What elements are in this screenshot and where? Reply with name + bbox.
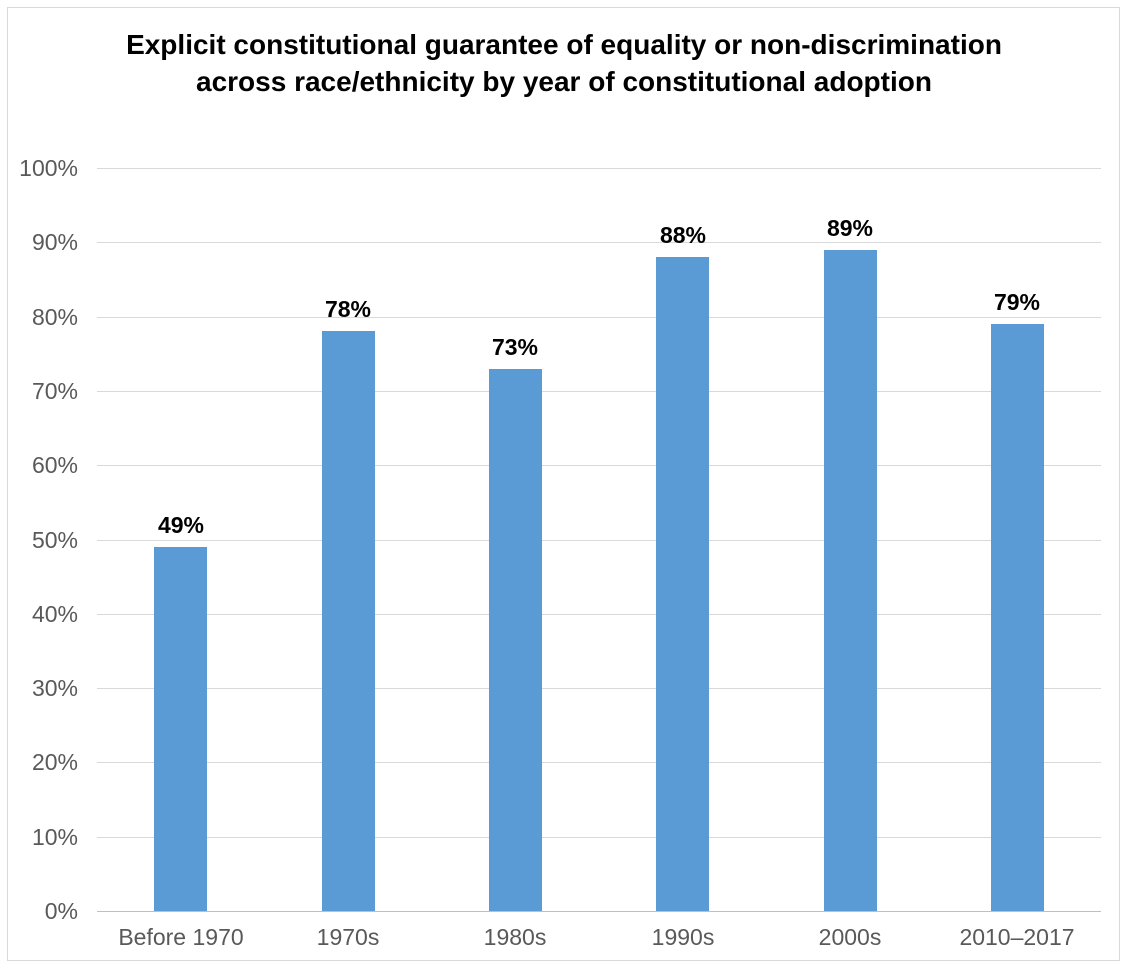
bar-1990s (656, 257, 709, 911)
x-tick-label: 1990s (651, 924, 715, 950)
gridline (97, 465, 1101, 466)
x-tick-label: Before 1970 (118, 924, 244, 950)
y-tick-label: 20% (31, 749, 78, 775)
x-axis-line (97, 911, 1101, 912)
bar-data-label: 88% (659, 222, 707, 248)
bar-data-label: 73% (491, 334, 539, 360)
x-tick-label: 2010–2017 (959, 924, 1075, 950)
gridline (97, 688, 1101, 689)
bar-1970s (322, 331, 375, 911)
gridline (97, 614, 1101, 615)
bar-2000s (824, 250, 877, 911)
y-tick-label: 60% (31, 452, 78, 478)
gridline (97, 168, 1101, 169)
x-tick-label: 2000s (818, 924, 882, 950)
chart-title: Explicit constitutional guarantee of equ… (126, 29, 1002, 97)
bar-data-label: 89% (826, 215, 874, 241)
gridline (97, 317, 1101, 318)
gridline (97, 540, 1101, 541)
gridline (97, 391, 1101, 392)
y-tick-label: 70% (31, 378, 78, 404)
y-tick-label: 90% (31, 229, 78, 255)
plot-area: 49% 78% 73% 88% 89% 79% (97, 168, 1101, 912)
y-tick-label: 100% (19, 155, 78, 181)
bar-data-label: 49% (157, 512, 205, 538)
y-tick-label: 10% (31, 824, 78, 850)
bar-data-label: 78% (324, 296, 372, 322)
bar-2010–2017 (991, 324, 1044, 911)
y-tick-label: 40% (31, 601, 78, 627)
bar-1980s (489, 369, 542, 911)
y-tick-label: 80% (31, 304, 78, 330)
gridline (97, 242, 1101, 243)
y-tick-label: 0% (44, 898, 78, 924)
x-tick-label: 1980s (483, 924, 547, 950)
bar-data-label: 79% (993, 289, 1041, 315)
x-tick-label: 1970s (316, 924, 380, 950)
gridline (97, 762, 1101, 763)
gridline (97, 837, 1101, 838)
y-tick-label: 50% (31, 527, 78, 553)
y-tick-label: 30% (31, 675, 78, 701)
bar-Before 1970 (154, 547, 207, 911)
